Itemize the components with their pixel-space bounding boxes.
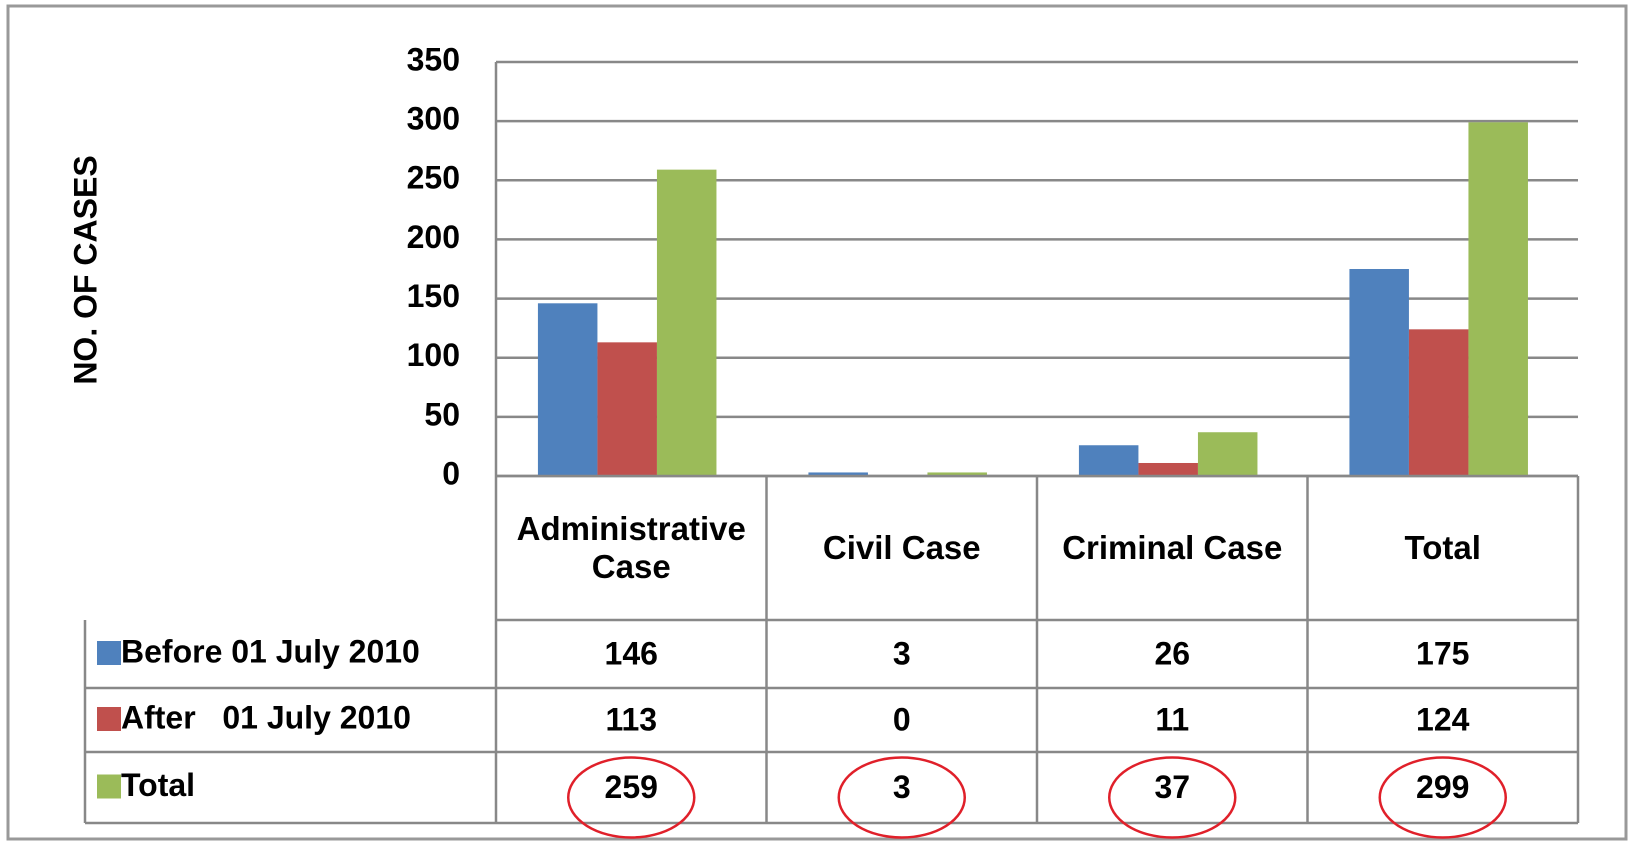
legend-swatch: [97, 774, 121, 799]
highlight-circle: [567, 756, 696, 839]
table-value: 0: [893, 701, 911, 737]
table-value: 124: [1416, 701, 1470, 737]
table-value: 146: [605, 635, 658, 671]
legend-label: After 01 July 2010: [121, 699, 411, 735]
y-tick-label: 100: [407, 337, 460, 373]
bar: [808, 472, 868, 476]
bar: [1138, 462, 1198, 476]
y-tick-label: 50: [424, 396, 460, 432]
x-tick-label: Administrative Case: [516, 510, 746, 585]
bar: [1349, 269, 1409, 476]
table-value: 26: [1154, 635, 1190, 671]
legend-label: Total: [121, 767, 195, 803]
bar: [1408, 329, 1469, 476]
y-tick-label: 350: [407, 41, 460, 77]
bar: [1078, 445, 1139, 476]
highlight-circle: [837, 756, 966, 839]
y-tick-label: 300: [407, 101, 460, 137]
legend-label: Before 01 July 2010: [121, 633, 420, 669]
table-value: 299: [1416, 769, 1469, 805]
y-axis-label: NO. OF CASES: [67, 155, 103, 384]
x-tick-label: Total: [1404, 529, 1481, 567]
bar: [537, 303, 598, 476]
table-value: 3: [893, 635, 911, 671]
bar: [1468, 122, 1528, 476]
legend-swatch: [97, 707, 121, 731]
x-tick-label: Criminal Case: [1062, 529, 1283, 567]
legend-swatch: [97, 641, 121, 665]
y-tick-label: 250: [407, 160, 460, 196]
table-value: 3: [893, 769, 911, 805]
category-cell: Administrative Case: [516, 510, 746, 585]
bar: [597, 342, 657, 476]
y-tick-label: 0: [442, 455, 460, 491]
x-tick-label: Civil Case: [822, 529, 981, 567]
category-cell: Criminal Case: [1062, 529, 1283, 567]
bar: [1197, 432, 1258, 476]
table-value: 259: [605, 769, 658, 805]
highlight-circle: [1108, 756, 1237, 839]
bar: [656, 169, 717, 476]
table-value: 37: [1154, 769, 1190, 805]
bar: [927, 472, 987, 476]
y-tick-label: 150: [407, 278, 460, 314]
category-cell: Civil Case: [822, 529, 981, 567]
highlight-circle: [1378, 756, 1507, 839]
table-value: 11: [1155, 701, 1189, 737]
table-value: 175: [1416, 635, 1469, 671]
category-cell: Total: [1404, 529, 1481, 567]
table-value: 113: [605, 701, 657, 737]
y-tick-label: 200: [407, 219, 460, 255]
